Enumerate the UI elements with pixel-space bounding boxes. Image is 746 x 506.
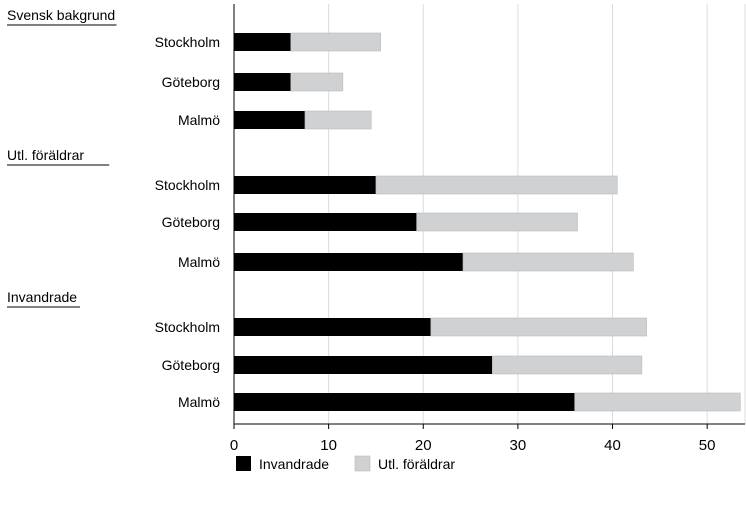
x-tick-label: 30	[510, 437, 527, 454]
legend-label: Invandrade	[259, 456, 329, 472]
bar-invandrade	[234, 111, 305, 129]
category-label: Göteborg	[162, 357, 220, 373]
category-label: Malmö	[178, 112, 220, 128]
group-label: Invandrade	[7, 289, 77, 305]
bar-utl-foraldrar	[462, 252, 634, 272]
category-label: Göteborg	[162, 74, 220, 90]
x-tick-label: 10	[320, 437, 337, 454]
x-tick-label: 20	[415, 437, 432, 454]
category-label: Göteborg	[162, 214, 220, 230]
legend-swatch	[236, 456, 251, 471]
bar-invandrade	[234, 73, 291, 91]
category-label: Malmö	[178, 254, 220, 270]
bar-utl-foraldrar	[430, 317, 647, 337]
bar-utl-foraldrar	[574, 392, 741, 412]
x-tick-label: 50	[699, 437, 716, 454]
category-label: Stockholm	[155, 177, 220, 193]
group-label: Utl. föräldrar	[7, 147, 84, 163]
bar-utl-foraldrar	[375, 175, 618, 195]
bar-invandrade	[234, 318, 431, 336]
bar-invandrade	[234, 213, 417, 231]
x-tick-label: 40	[604, 437, 621, 454]
bar-utl-foraldrar	[416, 212, 578, 232]
bar-invandrade	[234, 33, 291, 51]
bar-utl-foraldrar	[290, 32, 381, 52]
bar-utl-foraldrar	[492, 355, 643, 375]
category-label: Stockholm	[155, 34, 220, 50]
category-label: Malmö	[178, 394, 220, 410]
legend-swatch	[354, 455, 371, 472]
bar-utl-foraldrar	[290, 72, 344, 92]
bar-invandrade	[234, 356, 493, 374]
bar-invandrade	[234, 253, 464, 271]
category-label: Stockholm	[155, 319, 220, 335]
legend-label: Utl. föräldrar	[378, 456, 455, 472]
group-label: Svensk bakgrund	[7, 7, 115, 23]
bar-utl-foraldrar	[304, 110, 372, 130]
bar-invandrade	[234, 176, 376, 194]
x-tick-label: 0	[230, 437, 238, 454]
bar-invandrade	[234, 393, 575, 411]
